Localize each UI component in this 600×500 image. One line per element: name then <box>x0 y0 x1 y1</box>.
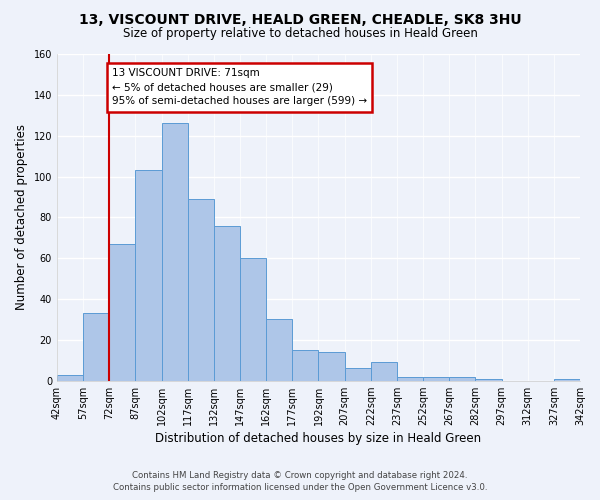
Bar <box>136 170 161 380</box>
Bar <box>292 350 319 380</box>
Text: Size of property relative to detached houses in Heald Green: Size of property relative to detached ho… <box>122 28 478 40</box>
Bar <box>449 376 475 380</box>
Text: 13, VISCOUNT DRIVE, HEALD GREEN, CHEADLE, SK8 3HU: 13, VISCOUNT DRIVE, HEALD GREEN, CHEADLE… <box>79 12 521 26</box>
X-axis label: Distribution of detached houses by size in Heald Green: Distribution of detached houses by size … <box>155 432 482 445</box>
Bar <box>266 320 292 380</box>
Bar <box>554 378 580 380</box>
Y-axis label: Number of detached properties: Number of detached properties <box>15 124 28 310</box>
Bar <box>371 362 397 380</box>
Bar <box>57 374 83 380</box>
Bar <box>319 352 344 380</box>
Bar <box>423 376 449 380</box>
Bar <box>397 376 423 380</box>
Bar <box>83 314 109 380</box>
Bar <box>475 378 502 380</box>
Bar <box>109 244 136 380</box>
Bar <box>188 199 214 380</box>
Bar <box>214 226 240 380</box>
Bar <box>240 258 266 380</box>
Bar <box>344 368 371 380</box>
Text: Contains HM Land Registry data © Crown copyright and database right 2024.
Contai: Contains HM Land Registry data © Crown c… <box>113 471 487 492</box>
Text: 13 VISCOUNT DRIVE: 71sqm
← 5% of detached houses are smaller (29)
95% of semi-de: 13 VISCOUNT DRIVE: 71sqm ← 5% of detache… <box>112 68 367 106</box>
Bar <box>161 124 188 380</box>
